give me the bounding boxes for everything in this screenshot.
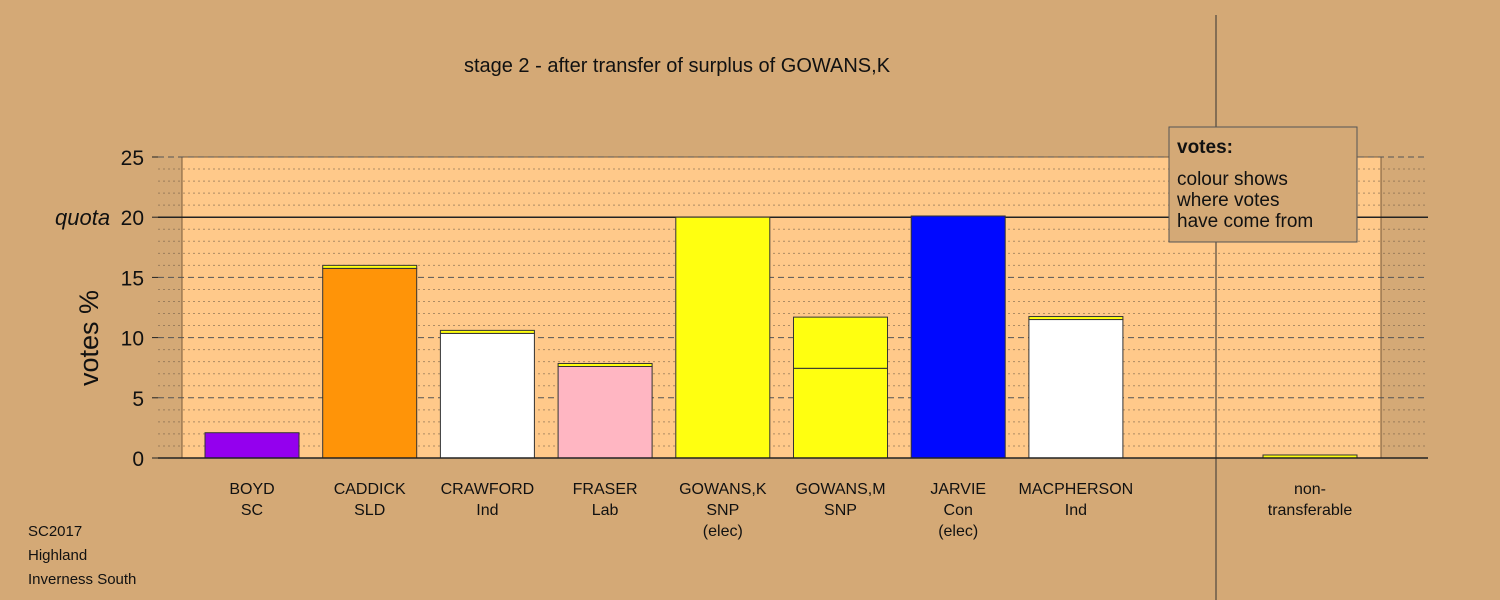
footer-line: Highland	[28, 547, 87, 564]
bar-segment	[322, 267, 418, 459]
bar-segment	[1028, 319, 1124, 459]
quota-label: quota	[55, 205, 110, 230]
legend-line: colour shows	[1177, 169, 1288, 190]
bar-segment	[1028, 316, 1124, 321]
legend: votes: colour shows where votes have com…	[1168, 126, 1358, 243]
bar-segment	[439, 329, 535, 334]
x-category-label: (elec)	[703, 523, 743, 540]
x-category-label: GOWANS,M	[795, 481, 885, 498]
x-category-label: SNP	[824, 502, 857, 519]
x-category-label: Con	[944, 502, 973, 519]
chart-title: stage 2 - after transfer of surplus of G…	[464, 55, 891, 77]
x-category-label: Lab	[592, 502, 619, 519]
legend-box	[1168, 126, 1358, 243]
x-category-label: SNP	[706, 502, 739, 519]
y-tick-label: 0	[132, 448, 144, 471]
x-category-label: MACPHERSON	[1019, 481, 1134, 498]
bar-segment	[675, 216, 771, 459]
bar-segment	[439, 332, 535, 459]
y-tick-label: 5	[132, 388, 144, 411]
bar-segment	[793, 316, 888, 369]
x-axis-labels: BOYD SC CADDICK SLD CRAWFORD Ind FRASER Lab GOWA…	[229, 481, 1352, 540]
x-category-label: (elec)	[938, 523, 978, 540]
x-category-label: GOWANS,K	[679, 481, 767, 498]
x-category-label: transferable	[1268, 502, 1353, 519]
x-category-label: SLD	[354, 502, 385, 519]
x-category-label: CADDICK	[334, 481, 406, 498]
x-category-label: SC	[241, 502, 263, 519]
x-category-label: non-	[1294, 481, 1326, 498]
footer-line: Inverness South	[28, 571, 136, 588]
y-axis: 0 5 10 15 20 25	[121, 147, 1428, 471]
bar-segment	[322, 264, 418, 269]
x-category-label: JARVIE	[930, 481, 986, 498]
x-category-label: Ind	[476, 502, 498, 519]
footer: SC2017 Highland Inverness South	[28, 523, 136, 588]
bars	[204, 215, 1358, 459]
footer-line: SC2017	[28, 523, 82, 540]
bar-segment	[557, 365, 653, 459]
y-tick-label: 15	[121, 267, 144, 290]
y-tick-label: 20	[121, 207, 144, 230]
y-axis-title: votes %	[74, 290, 104, 386]
bar-segment	[793, 367, 888, 459]
y-tick-label: 25	[121, 147, 144, 170]
x-category-label: Ind	[1065, 502, 1087, 519]
x-category-label: CRAWFORD	[441, 481, 535, 498]
legend-line: where votes	[1176, 190, 1279, 211]
bar-segment	[910, 215, 1006, 459]
bar-segment	[204, 432, 300, 459]
legend-line: have come from	[1177, 211, 1313, 232]
legend-title: votes:	[1177, 137, 1233, 158]
x-category-label: FRASER	[573, 481, 638, 498]
x-category-label: BOYD	[229, 481, 274, 498]
bar-segment	[557, 362, 653, 367]
y-tick-label: 10	[121, 328, 144, 351]
